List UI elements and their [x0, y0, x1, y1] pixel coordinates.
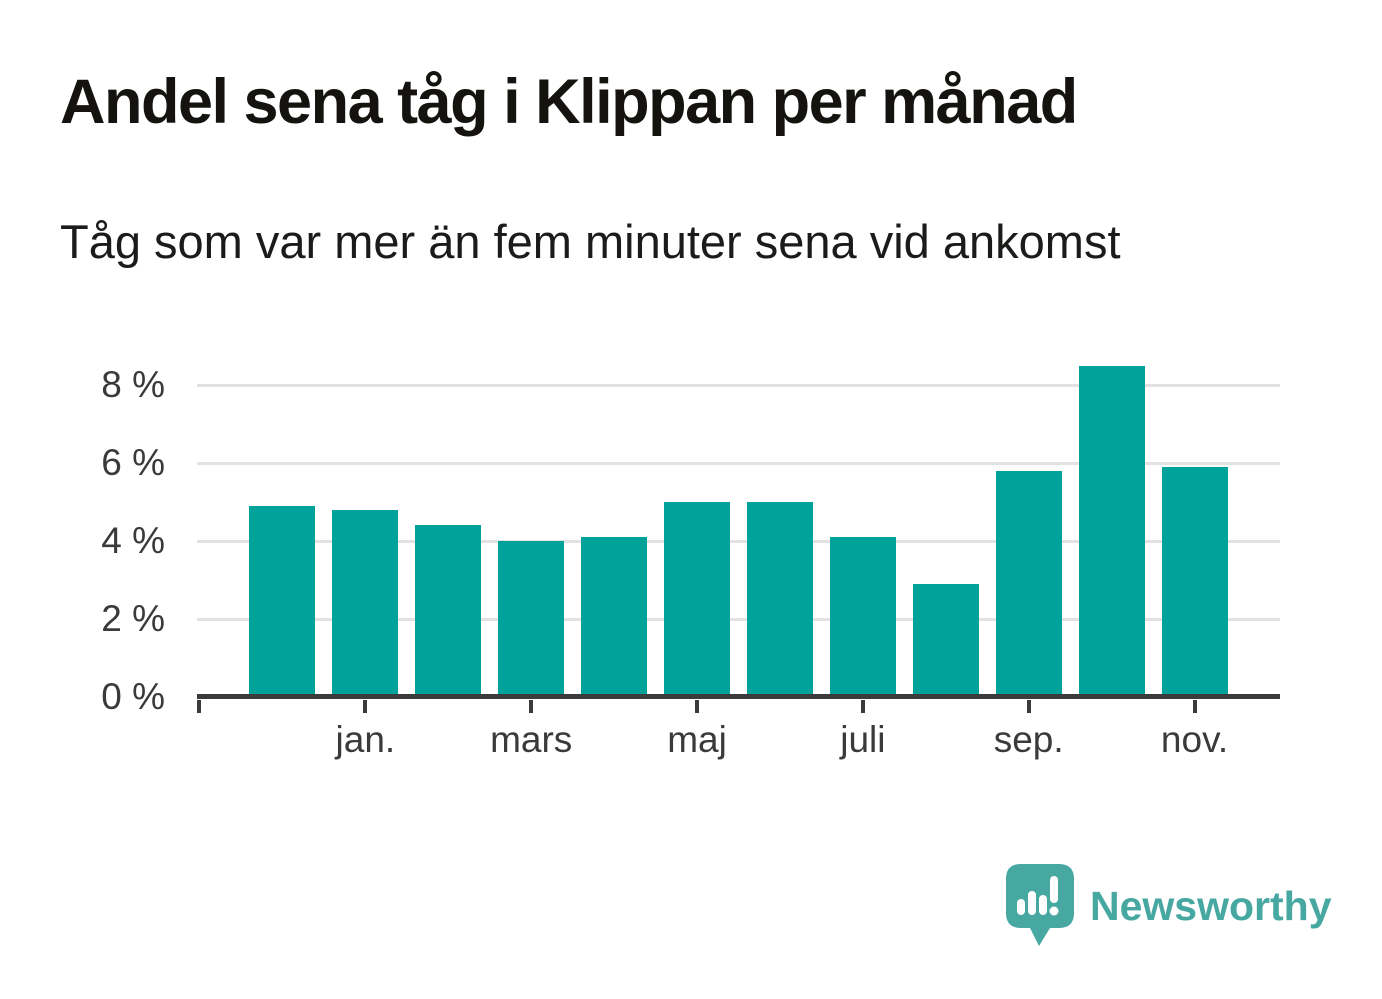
newsworthy-logo-icon [1006, 864, 1074, 946]
gridline-4pct [197, 539, 1280, 543]
x-tick-jan [363, 700, 368, 713]
x-axis-label-nov: nov. [1160, 719, 1229, 760]
x-axis-label-jan: jan. [335, 719, 396, 760]
chart-subtitle: Tåg som var mer än fem minuter sena vid … [60, 215, 1121, 268]
bar-chart-plot-area: 0 % 2 % 4 % 6 % 8 % jan. mars maj juli sep. nov. [101, 337, 1280, 760]
gridline-2pct [197, 617, 1280, 621]
x-axis-label-sep: sep. [993, 719, 1064, 760]
x-tick-sep [1026, 700, 1031, 713]
x-axis-label-juli: juli [840, 719, 886, 760]
bar-juli [829, 537, 896, 697]
x-tick-maj [695, 700, 700, 713]
gridline-6pct [197, 461, 1280, 465]
x-axis-edge-tick [197, 700, 201, 713]
bar-sep [995, 470, 1062, 697]
bar-okt [1078, 365, 1145, 697]
bar-apr [581, 537, 648, 697]
y-axis-label-0pct: 0 % [101, 676, 165, 717]
x-tick-juli [860, 700, 865, 713]
bar-dec [249, 505, 316, 697]
bar-maj [664, 502, 731, 697]
bar-feb [415, 525, 482, 697]
bar-aug [912, 583, 979, 697]
bar-jan [332, 509, 399, 697]
chart-title: Andel sena tåg i Klippan per månad [60, 67, 1078, 137]
x-axis-line [197, 694, 1280, 699]
bar-juni [746, 502, 813, 697]
newsworthy-logo: Newsworthy [1004, 862, 1332, 950]
bar-mars [498, 541, 565, 697]
x-tick-mars [529, 700, 534, 713]
newsworthy-logo-text: Newsworthy [1090, 882, 1332, 929]
x-axis-label-mars: mars [490, 719, 573, 760]
y-axis-label-8pct: 8 % [101, 364, 165, 405]
x-axis-label-maj: maj [667, 719, 727, 760]
bar-nov [1161, 466, 1228, 697]
gridline-8pct [197, 383, 1280, 387]
y-axis-label-6pct: 6 % [101, 442, 165, 483]
y-axis-label-4pct: 4 % [101, 520, 165, 561]
y-axis-label-2pct: 2 % [101, 598, 165, 639]
x-tick-nov [1192, 700, 1197, 713]
